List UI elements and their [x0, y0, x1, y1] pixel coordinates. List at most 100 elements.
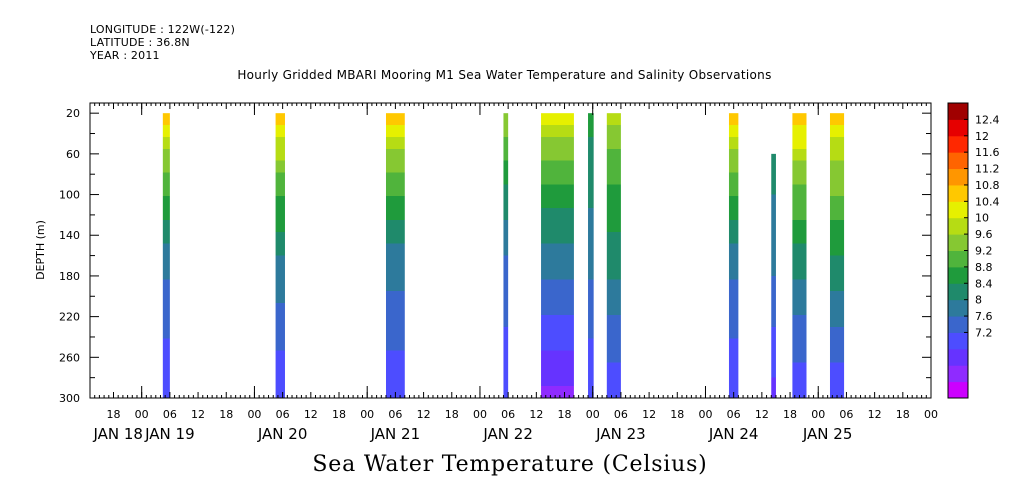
colorbar-label: 10.4	[975, 195, 1000, 208]
colorbar-swatch	[948, 381, 968, 399]
x-tick-label: 00	[473, 408, 487, 421]
plot-frame	[89, 102, 932, 399]
colorbar-label: 9.2	[975, 245, 993, 258]
colorbar-swatch	[948, 103, 968, 120]
temperature-column	[588, 113, 594, 398]
temperature-column	[771, 153, 776, 398]
x-tick-label: 00	[811, 408, 825, 421]
x-tick-label: 06	[501, 408, 515, 421]
x-tick-label: 12	[755, 408, 769, 421]
colorbar-label: 11.6	[975, 146, 1000, 159]
temperature-column	[606, 113, 621, 398]
colorbar-label: 7.2	[975, 326, 993, 339]
x-tick-label: 06	[388, 408, 402, 421]
x-date-label: JAN 21	[370, 425, 421, 443]
colorbar-swatch	[948, 299, 968, 317]
colorbar-swatch	[948, 283, 968, 301]
x-tick-label: 06	[163, 408, 177, 421]
colorbar-label: 7.6	[975, 310, 993, 323]
colorbar-swatch	[948, 152, 968, 170]
x-tick-label: 18	[106, 408, 120, 421]
x-tick-label: 18	[558, 408, 572, 421]
colorbar-label: 9.6	[975, 228, 993, 241]
x-tick-label: 00	[135, 408, 149, 421]
y-tick-label: 180	[59, 270, 80, 283]
colorbar-swatch	[948, 135, 968, 153]
colorbar-label: 12	[975, 130, 989, 143]
x-tick-label: 18	[670, 408, 684, 421]
x-tick-label: 12	[529, 408, 543, 421]
y-tick-label: 140	[59, 229, 80, 242]
x-tick-label: 12	[304, 408, 318, 421]
temperature-column	[829, 113, 845, 398]
colorbar-label: 8.4	[975, 277, 993, 290]
x-date-label: JAN 19	[144, 425, 195, 443]
colorbar-swatch	[948, 234, 968, 251]
x-tick-label: 12	[868, 408, 882, 421]
colorbar-label: 8	[975, 294, 982, 307]
x-tick-label: 18	[219, 408, 233, 421]
x-tick-label: 18	[445, 408, 459, 421]
temperature-column	[162, 113, 170, 398]
data-bars	[162, 113, 845, 398]
y-tick-label: 20	[66, 107, 80, 120]
temperature-column	[275, 113, 285, 398]
colorbar-swatch	[948, 348, 968, 366]
y-axis-label: DEPTH (m)	[34, 220, 47, 280]
colorbar-swatch	[948, 217, 968, 235]
colorbar-label: 10.8	[975, 179, 1000, 192]
temperature-column	[541, 113, 574, 398]
temperature-column	[385, 113, 405, 398]
longitude-label: LONGITUDE : 122W(-122)	[90, 23, 236, 36]
y-tick-label: 100	[59, 189, 80, 202]
x-tick-label: 18	[896, 408, 910, 421]
x-tick-label: 12	[191, 408, 205, 421]
x-tick-label: 12	[417, 408, 431, 421]
colorbar-swatch	[948, 316, 968, 333]
axis-ticks: 18 00 06 12 18 00 06 12 18 00 06 12 18 00 06 12 18 00 06 12…	[59, 103, 938, 443]
x-tick-label: 06	[276, 408, 290, 421]
colorbar-swatch	[948, 184, 968, 202]
x-date-label: JAN 22	[482, 425, 533, 443]
colorbar-swatch	[948, 332, 968, 350]
x-tick-label: 00	[360, 408, 374, 421]
x-tick-label: 00	[586, 408, 600, 421]
y-tick-label: 260	[59, 351, 80, 364]
x-date-label: JAN 25	[802, 425, 853, 443]
colorbar-swatch	[948, 250, 968, 268]
x-tick-label: 00	[698, 408, 712, 421]
colorbar-label: 10	[975, 212, 989, 225]
temperature-column	[792, 113, 807, 398]
x-date-label: JAN 24	[708, 425, 759, 443]
temperature-column	[503, 113, 509, 398]
colorbar-label: 8.8	[975, 261, 993, 274]
temperature-column	[728, 113, 739, 398]
x-tick-label: 18	[332, 408, 346, 421]
x-tick-label: 06	[839, 408, 853, 421]
chart-title: Hourly Gridded MBARI Mooring M1 Sea Wate…	[237, 68, 772, 82]
x-tick-label: 00	[247, 408, 261, 421]
x-axis-title: Sea Water Temperature (Celsius)	[312, 452, 708, 477]
colorbar-swatch	[948, 365, 968, 383]
latitude-label: LATITUDE : 36.8N	[90, 36, 190, 49]
y-tick-label: 300	[59, 392, 80, 405]
colorbar-swatch	[948, 168, 968, 186]
x-tick-label: 00	[924, 408, 938, 421]
x-date-label: JAN 23	[595, 425, 646, 443]
x-tick-label: 18	[783, 408, 797, 421]
x-tick-label: 06	[614, 408, 628, 421]
colorbar-swatch	[948, 201, 968, 219]
x-date-label: JAN 20	[257, 425, 308, 443]
colorbar: 12.4 12 11.6 11.2 10.8 10.4 10 9.6 9.2 8.8 8.4 8 7.6…	[947, 102, 1000, 399]
x-date-label: JAN 18	[92, 425, 143, 443]
x-tick-label: 06	[727, 408, 741, 421]
y-tick-label: 60	[66, 148, 80, 161]
colorbar-label: 12.4	[975, 113, 1000, 126]
x-tick-label: 12	[642, 408, 656, 421]
colorbar-label: 11.2	[975, 163, 1000, 176]
colorbar-swatch	[948, 266, 968, 284]
colorbar-swatch	[948, 119, 968, 137]
y-tick-label: 220	[59, 311, 80, 324]
year-label: YEAR : 2011	[90, 49, 160, 62]
